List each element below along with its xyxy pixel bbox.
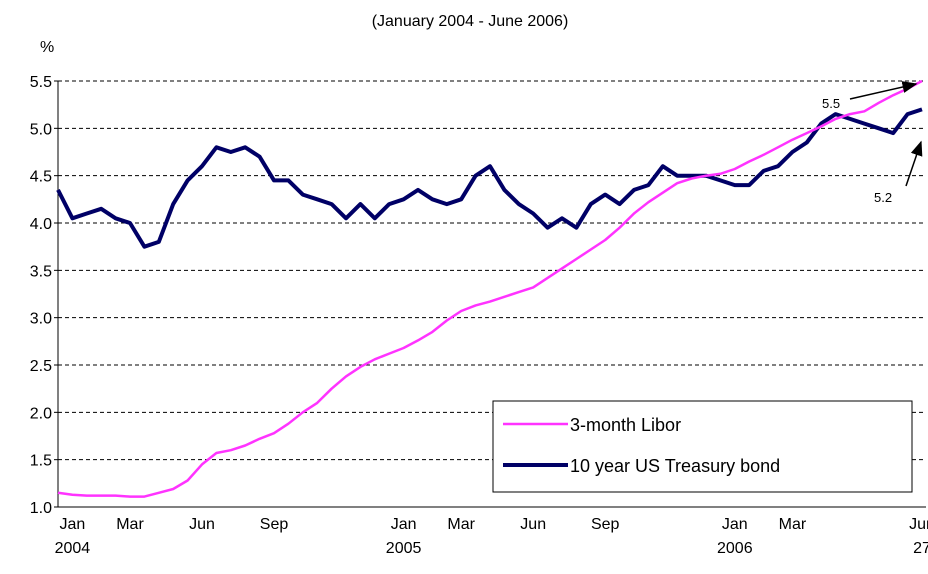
y-axis-label: % [40,39,54,56]
annotation-arrow [849,81,918,100]
y-tick-label: 4.5 [30,169,52,186]
series-line [57,79,923,498]
x-tick-label: Jun27 [909,516,928,557]
y-tick-label: 3.5 [30,263,52,280]
x-tick-label: Mar [447,516,475,533]
annotation: 5.2 [874,190,892,205]
x-tick-label: Mar [116,516,144,533]
series-line [56,107,923,249]
y-tick-label: 3.0 [30,311,52,328]
x-tick-label: Sep [591,516,620,533]
x-tick-label: Mar [779,516,807,533]
chart-subtitle: (January 2004 - June 2006) [372,13,569,30]
x-tick-label: Jan 2006 [717,516,753,557]
annotation: 5.5 [822,96,840,111]
legend-box [492,400,913,493]
y-tick-label: 1.5 [30,453,52,470]
y-tick-label: 4.0 [30,216,52,233]
y-tick-label: 5.5 [30,74,52,91]
y-tick-label: 5.0 [30,121,52,138]
legend-label: 3-month Libor [570,415,681,435]
y-tick-label: 2.5 [30,358,52,375]
y-tick-label: 1.0 [30,500,52,517]
x-tick-label: Jun [189,516,215,533]
legend-label: 10 year US Treasury bond [570,456,780,476]
x-tick-label: Sep [260,516,289,533]
annotation-arrow [905,140,923,187]
x-tick-label: Jun [520,516,546,533]
y-tick-label: 2.0 [30,405,52,422]
x-tick-label: Jan 2005 [386,516,422,557]
x-tick-label: Jan 2004 [55,516,91,557]
